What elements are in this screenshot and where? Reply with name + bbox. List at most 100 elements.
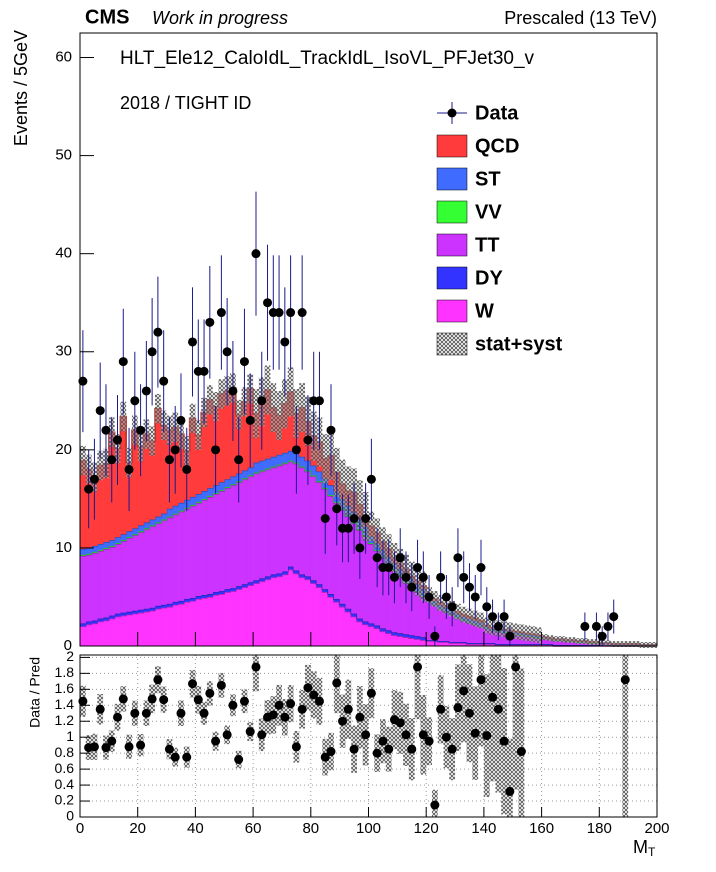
y-tick-label: 1.4 xyxy=(55,696,75,712)
bar-segment xyxy=(120,534,127,541)
bar-segment xyxy=(472,624,479,644)
uncertainty-band xyxy=(455,603,461,620)
bar-segment xyxy=(160,425,167,514)
bar-segment xyxy=(103,620,110,646)
bar-segment xyxy=(131,535,138,611)
legend-swatch xyxy=(436,266,468,290)
bar-segment xyxy=(189,597,196,601)
ratio-point xyxy=(384,744,394,754)
data-point xyxy=(118,357,128,367)
ratio-point xyxy=(476,675,486,685)
legend-swatch xyxy=(436,299,468,323)
bar-segment xyxy=(166,603,173,607)
bar-segment xyxy=(455,617,462,643)
bar-segment xyxy=(258,578,265,582)
bar-segment xyxy=(241,401,248,471)
ratio-uncertainty-band xyxy=(622,655,629,817)
uncertainty-band xyxy=(466,608,473,625)
ratio-point xyxy=(309,690,319,700)
x-axis-label-main: M xyxy=(633,837,648,857)
uncertainty-band xyxy=(639,642,646,648)
y-tick-label: 1 xyxy=(66,728,74,744)
bar-segment xyxy=(189,505,196,598)
ratio-point xyxy=(170,752,180,762)
ratio-point xyxy=(199,708,209,718)
bar-segment xyxy=(426,641,433,646)
ratio-point xyxy=(441,732,451,742)
data-point xyxy=(297,308,307,318)
data-point xyxy=(182,464,192,474)
bar-segment xyxy=(218,482,225,491)
ratio-point xyxy=(95,704,105,714)
x-axis-label: MT xyxy=(633,837,656,859)
bar-segment xyxy=(356,621,364,646)
x-tick-label: 0 xyxy=(76,820,84,837)
uncertainty-band xyxy=(570,637,577,644)
bar-segment xyxy=(149,519,156,526)
bar-segment xyxy=(472,644,479,646)
y-tick-label: 0.8 xyxy=(55,744,75,760)
data-point xyxy=(216,308,226,318)
bar-segment xyxy=(408,587,415,636)
ratio-point xyxy=(216,680,226,690)
data-point xyxy=(234,455,244,465)
bar-segment xyxy=(137,609,144,613)
bar-segment xyxy=(333,601,340,646)
x-tick-label: 80 xyxy=(302,820,319,837)
ratio-point xyxy=(291,742,301,752)
bar-segment xyxy=(149,526,156,608)
bar-segment xyxy=(380,628,387,632)
bar-segment xyxy=(391,632,398,636)
ratio-point xyxy=(286,699,296,709)
uncertainty-band xyxy=(339,459,346,509)
bar-segment xyxy=(178,603,185,646)
uncertainty-band xyxy=(576,638,582,645)
bar-segment xyxy=(114,613,121,617)
uncertainty-band xyxy=(368,511,375,542)
data-point xyxy=(482,602,492,612)
bar-segment xyxy=(166,508,173,517)
y-tick-label: 1.6 xyxy=(55,680,75,696)
bar-segment xyxy=(281,571,289,575)
y-tick-label: 20 xyxy=(55,441,72,458)
bar-segment xyxy=(103,463,110,543)
data-point xyxy=(326,425,336,435)
chart-subtitle: 2018 / TIGHT ID xyxy=(120,93,251,113)
ratio-point xyxy=(314,696,324,706)
data-point xyxy=(95,406,105,416)
bar-segment xyxy=(374,550,381,626)
ratio-point xyxy=(361,730,371,740)
bar-segment xyxy=(253,580,260,584)
bar-segment xyxy=(397,576,404,634)
data-point xyxy=(84,484,94,494)
bar-segment xyxy=(408,635,415,639)
data-point xyxy=(159,376,169,386)
bar-segment xyxy=(149,610,156,646)
data-point xyxy=(205,317,215,327)
bar-segment xyxy=(149,441,156,520)
uncertainty-band xyxy=(218,379,225,409)
bar-segment xyxy=(310,580,317,584)
uncertainty-band xyxy=(206,385,213,415)
bar-segment xyxy=(466,622,473,644)
data-point xyxy=(257,396,267,406)
bar-segment xyxy=(108,546,115,616)
bar-segment xyxy=(137,532,144,610)
bar-segment xyxy=(247,585,254,646)
ratio-point xyxy=(338,716,348,726)
ratio-point xyxy=(447,744,457,754)
ratio-point xyxy=(407,744,417,754)
ratio-point xyxy=(211,736,221,746)
bar-segment xyxy=(212,594,219,646)
legend-label: VV xyxy=(475,201,502,223)
data-point xyxy=(141,386,151,396)
uncertainty-band xyxy=(460,606,467,623)
data-point xyxy=(124,464,134,474)
bar-segment xyxy=(172,601,179,605)
x-tick-label: 20 xyxy=(129,820,146,837)
ratio-point xyxy=(280,712,290,722)
bar-segment xyxy=(478,626,485,644)
data-point xyxy=(263,298,273,308)
legend-label: W xyxy=(475,300,494,322)
bar-segment xyxy=(155,605,162,609)
